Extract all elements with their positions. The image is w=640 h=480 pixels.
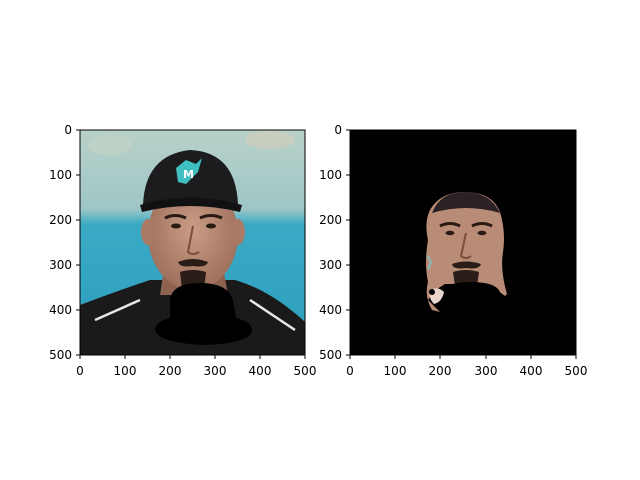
y-tick-label: 500 [49, 348, 72, 362]
photo-image: M [80, 130, 305, 355]
x-tick-label: 0 [76, 364, 84, 378]
x-tick-label: 500 [565, 364, 588, 378]
y-tick-label: 300 [319, 258, 342, 272]
x-tick-label: 200 [159, 364, 182, 378]
svg-text:M: M [183, 168, 194, 181]
y-tick-label: 500 [319, 348, 342, 362]
photo-frame [79, 129, 306, 356]
y-tick-label: 0 [334, 123, 342, 137]
x-tick-label: 100 [114, 364, 137, 378]
x-tick-label: 400 [520, 364, 543, 378]
y-tick-label: 400 [49, 303, 72, 317]
y-tick-label: 100 [49, 168, 72, 182]
x-tick-label: 300 [204, 364, 227, 378]
panel-masked-face: 0 100 200 300 400 500 0 100 200 300 400 … [319, 123, 587, 378]
masked-frame [349, 129, 577, 356]
panel-original-photo: M 0 100 200 300 400 500 [49, 123, 316, 378]
x-tick-label: 100 [384, 364, 407, 378]
y-tick-label: 300 [49, 258, 72, 272]
x-tick-label: 0 [346, 364, 354, 378]
masked-image [350, 130, 576, 355]
x-axis-masked: 0 100 200 300 400 500 [346, 355, 587, 378]
x-tick-label: 400 [249, 364, 272, 378]
x-tick-label: 300 [475, 364, 498, 378]
y-tick-label: 400 [319, 303, 342, 317]
y-tick-label: 200 [49, 213, 72, 227]
y-axis-masked: 0 100 200 300 400 500 [319, 123, 350, 362]
x-tick-label: 500 [294, 364, 317, 378]
x-tick-label: 200 [429, 364, 452, 378]
y-axis-original: 0 100 200 300 400 500 [49, 123, 80, 362]
y-tick-label: 200 [319, 213, 342, 227]
y-tick-label: 100 [319, 168, 342, 182]
y-tick-label: 0 [64, 123, 72, 137]
x-axis-original: 0 100 200 300 400 500 [76, 355, 316, 378]
